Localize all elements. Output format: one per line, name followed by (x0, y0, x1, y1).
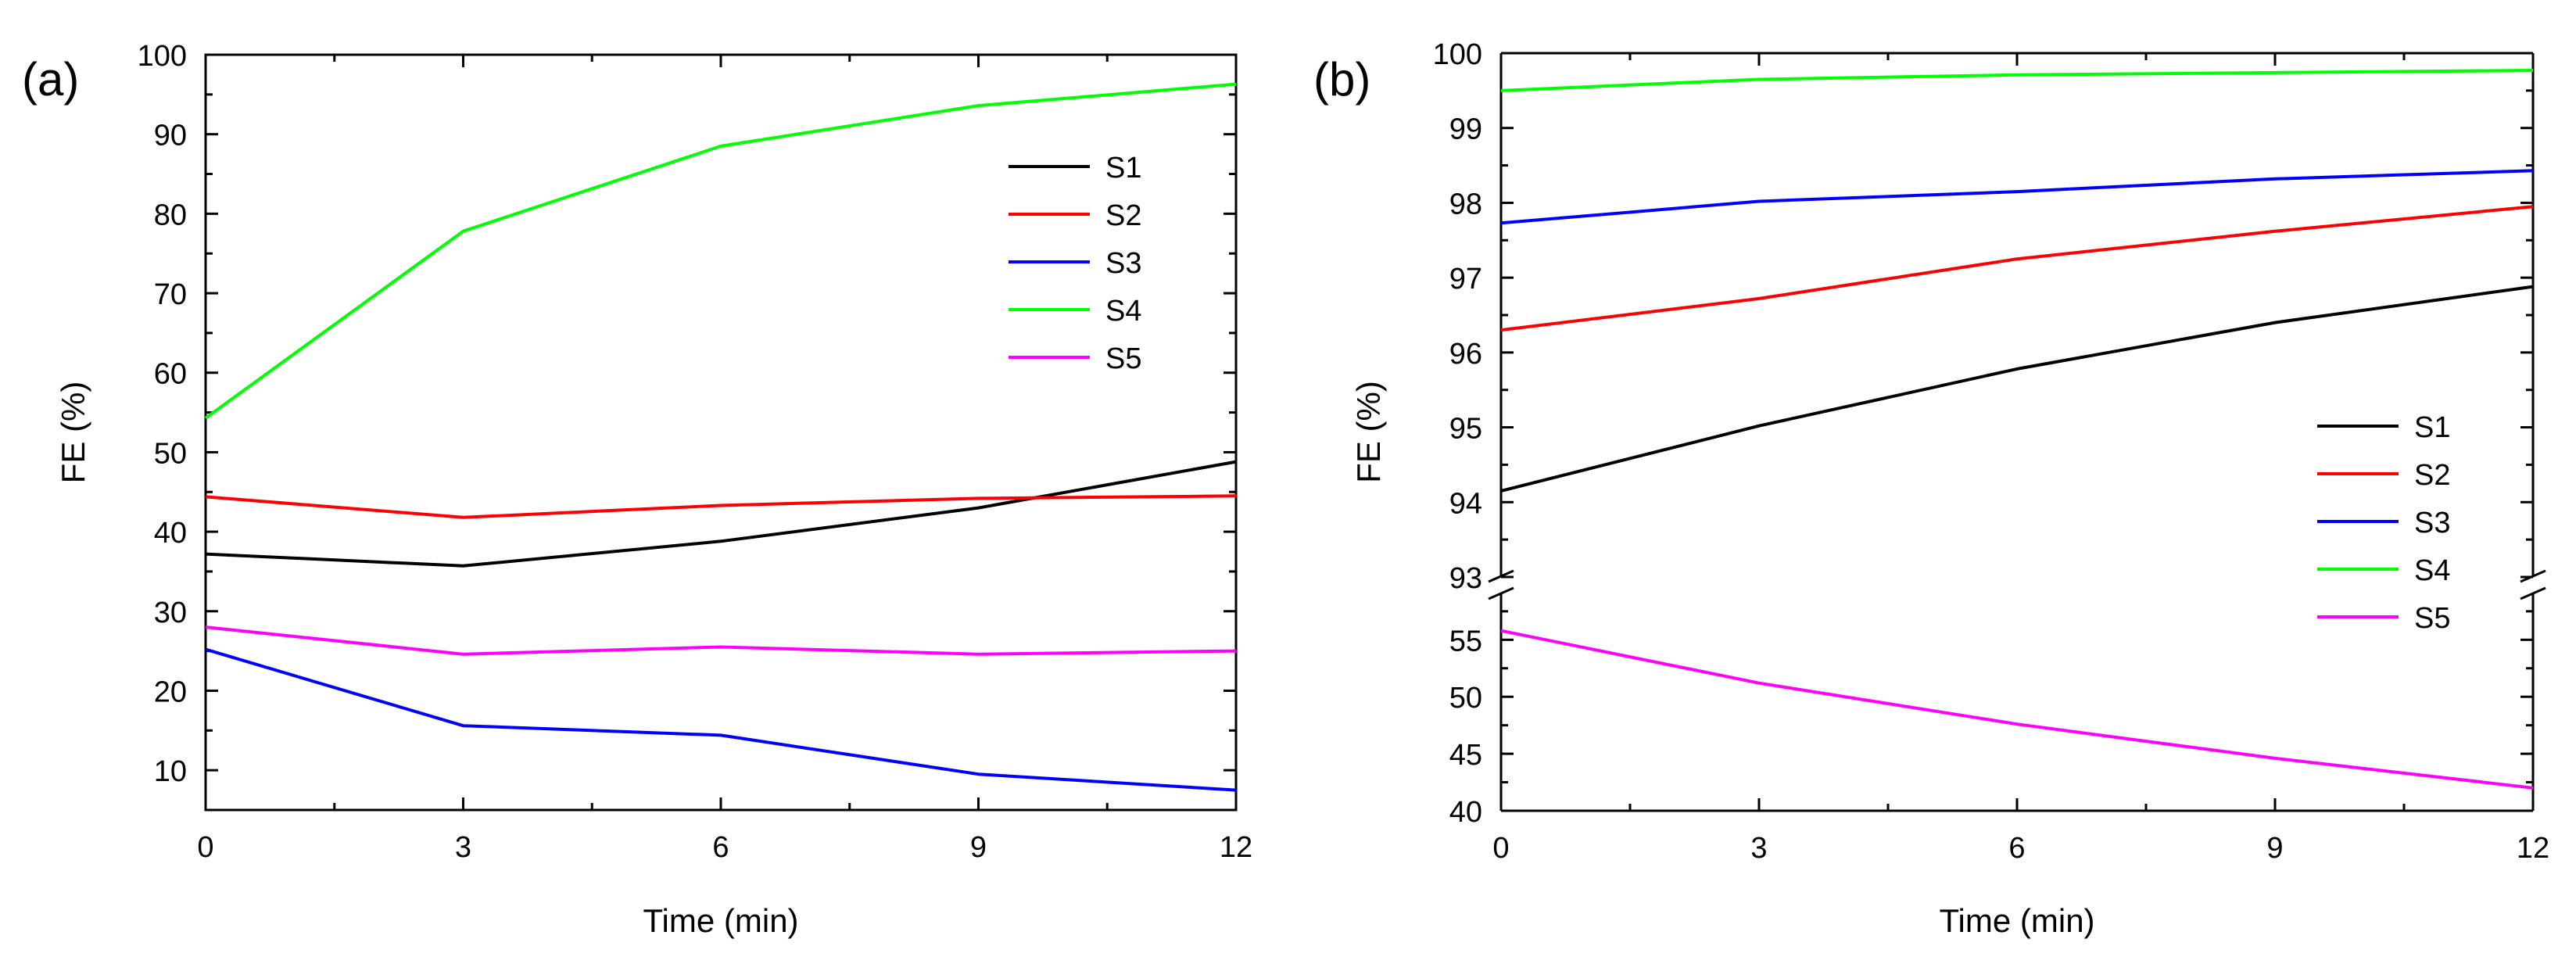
y-axis-title: FE (%) (55, 382, 91, 484)
x-tick-label: 0 (1492, 832, 1509, 865)
y-tick-label: 70 (154, 278, 187, 311)
y-tick-label: 40 (154, 517, 187, 550)
series-line-s1 (205, 460, 1237, 568)
y-tick-label: 55 (1449, 625, 1482, 658)
x-tick-label: 12 (1220, 831, 1252, 864)
y-tick-label: 45 (1449, 739, 1482, 772)
x-axis-title: Time (min) (643, 902, 798, 939)
y-tick-label: 50 (1449, 682, 1482, 715)
x-tick-label: 0 (197, 831, 213, 864)
axis-break-mark (2520, 586, 2546, 600)
legend-label: S3 (1105, 247, 1141, 280)
y-tick-label: 96 (1449, 338, 1482, 371)
y-tick-label: 90 (154, 120, 187, 152)
y-tick-label: 60 (154, 358, 187, 391)
x-tick-label: 9 (970, 831, 987, 864)
y-tick-label: 80 (154, 199, 187, 231)
x-tick-label: 3 (455, 831, 471, 864)
x-tick-label: 6 (712, 831, 729, 864)
y-tick-label: 99 (1449, 113, 1482, 146)
chart-panel-a: 0 3 6 9 12 10 20 30 40 50 60 70 80 90 100 Time (min) FE … (22, 40, 1252, 939)
series-line-s2 (205, 494, 1237, 519)
legend-label: S1 (1105, 152, 1141, 185)
x-tick-label: 3 (1750, 832, 1767, 865)
chart-panel-b: 0 3 6 9 12 93 94 95 96 97 98 99 100 40 45 50 55 Time (min… (1313, 38, 2549, 939)
y-tick-label: 97 (1449, 263, 1482, 296)
series-line-s2 (1500, 205, 2534, 332)
y-tick-label: 20 (154, 676, 187, 708)
y-tick-label: 30 (154, 597, 187, 629)
legend-label: S4 (1105, 295, 1141, 328)
y-tick-label: 50 (154, 437, 187, 470)
y-tick-label: 10 (154, 755, 187, 788)
y-tick-label: 94 (1449, 487, 1482, 520)
series-line-s4 (1500, 69, 2534, 92)
x-tick-label: 12 (2517, 832, 2549, 865)
series-line-s5 (1500, 629, 2534, 790)
x-tick-label: 6 (2008, 832, 2025, 865)
panel-label: (b) (1313, 53, 1370, 106)
series-line-s5 (205, 625, 1237, 656)
series-line-s3 (1500, 169, 2534, 225)
panel-label: (a) (22, 53, 79, 106)
legend-label: S2 (2414, 459, 2450, 492)
axis-break-mark (1488, 586, 1514, 600)
legend-label: S4 (2414, 554, 2450, 587)
x-axis-title: Time (min) (1939, 902, 2094, 939)
y-tick-label: 98 (1449, 188, 1482, 220)
y-tick-label: 100 (138, 40, 187, 73)
y-tick-label: 40 (1449, 796, 1482, 829)
legend-label: S5 (1105, 342, 1141, 375)
legend-label: S1 (2414, 411, 2450, 444)
y-tick-label: 95 (1449, 413, 1482, 446)
legend-label: S5 (2414, 602, 2450, 635)
legend-label: S3 (2414, 507, 2450, 539)
y-tick-label: 93 (1449, 562, 1482, 595)
y-axis-title: FE (%) (1350, 381, 1387, 483)
series-line-s3 (205, 647, 1237, 792)
series-line-s4 (204, 82, 1237, 420)
x-tick-label: 9 (2266, 832, 2283, 865)
series-line-s1 (1500, 285, 2534, 493)
legend-label: S2 (1105, 199, 1141, 232)
y-tick-label: 100 (1433, 38, 1482, 71)
